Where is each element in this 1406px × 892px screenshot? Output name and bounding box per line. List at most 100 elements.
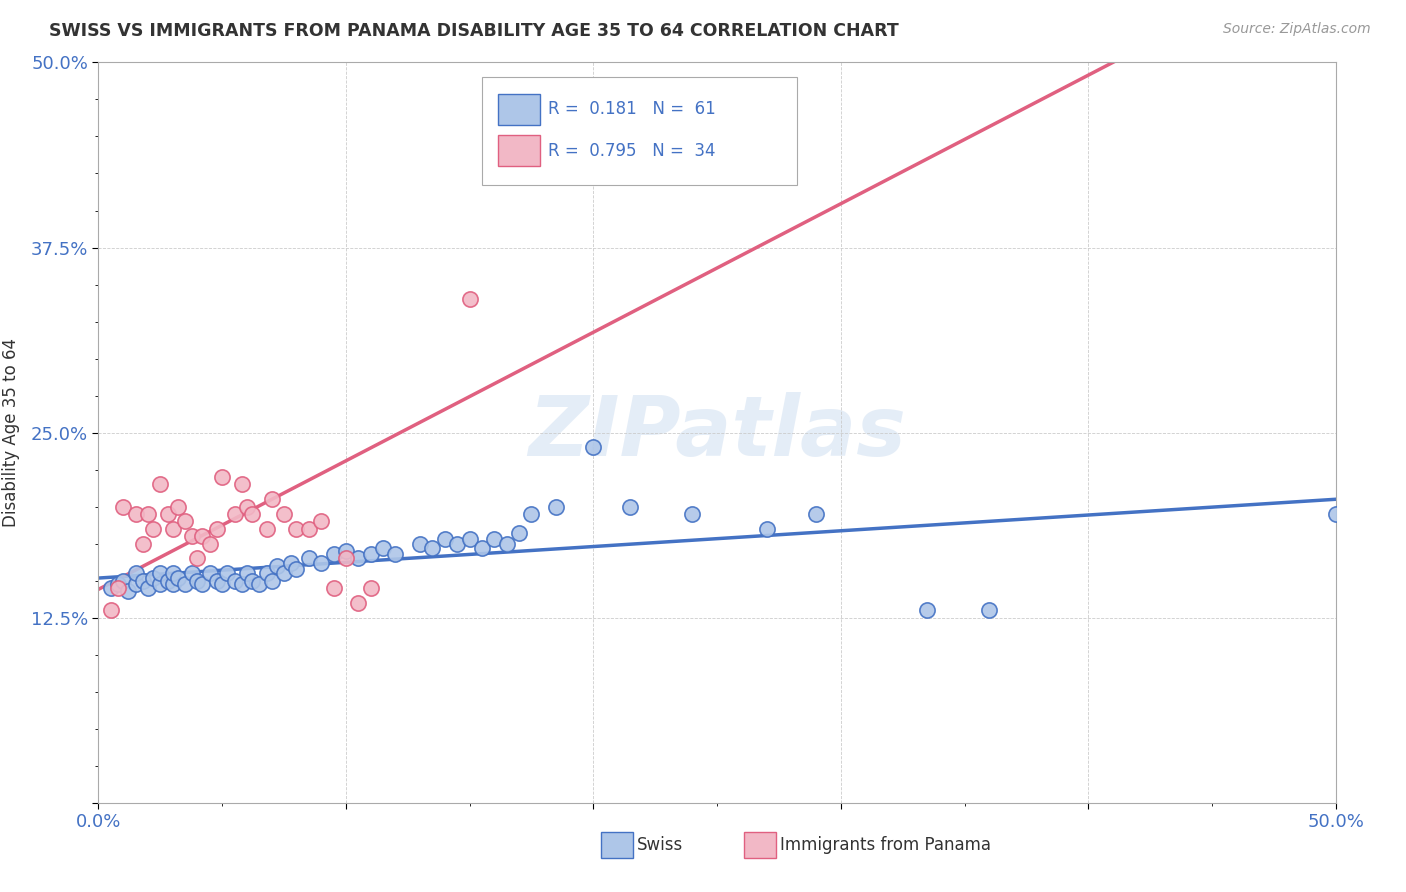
Point (1324, 507, 1347, 521)
Point (198, 536, 221, 550)
Point (107, 576, 129, 591)
Point (136, 581, 159, 595)
Point (347, 551, 370, 566)
Point (240, 507, 263, 521)
Point (280, 556, 302, 570)
FancyBboxPatch shape (482, 78, 797, 185)
Point (433, 533, 456, 547)
Point (186, 551, 208, 566)
Point (136, 507, 159, 521)
Text: ZIPatlas: ZIPatlas (529, 392, 905, 473)
Point (240, 574, 263, 588)
Point (191, 576, 214, 591)
Point (471, 541, 494, 555)
Point (755, 85, 778, 99)
Point (100, 603, 122, 617)
Point (298, 522, 321, 536)
Point (266, 558, 288, 573)
Text: SWISS VS IMMIGRANTS FROM PANAMA DISABILITY AGE 35 TO 64 CORRELATION CHART: SWISS VS IMMIGRANTS FROM PANAMA DISABILI… (49, 22, 898, 40)
Point (124, 507, 146, 521)
Point (681, 507, 703, 521)
Point (224, 507, 246, 521)
Point (217, 566, 239, 581)
Point (236, 500, 259, 514)
Point (458, 293, 481, 307)
Point (371, 541, 394, 555)
Point (256, 566, 278, 581)
Point (162, 566, 184, 581)
Point (231, 477, 253, 491)
Point (166, 500, 188, 514)
Point (582, 441, 605, 455)
FancyBboxPatch shape (744, 832, 776, 857)
Point (804, 507, 827, 521)
Point (495, 536, 517, 550)
Point (619, 500, 641, 514)
Point (285, 562, 308, 576)
Point (409, 536, 432, 550)
Point (211, 576, 233, 591)
Point (285, 522, 308, 536)
Point (174, 576, 197, 591)
Point (174, 515, 197, 529)
Point (446, 536, 468, 550)
Point (335, 551, 357, 566)
Point (384, 547, 406, 561)
Text: Swiss: Swiss (637, 836, 683, 854)
Text: R =  0.181   N =  61: R = 0.181 N = 61 (547, 100, 716, 118)
Point (162, 522, 184, 536)
Point (107, 581, 129, 595)
Point (298, 551, 321, 566)
Point (205, 522, 228, 536)
Text: Immigrants from Panama: Immigrants from Panama (780, 836, 991, 854)
Point (322, 547, 344, 561)
Text: Source: ZipAtlas.com: Source: ZipAtlas.com (1223, 22, 1371, 37)
Point (236, 566, 259, 581)
Point (112, 574, 135, 588)
Point (360, 547, 382, 561)
FancyBboxPatch shape (498, 135, 540, 166)
Point (256, 522, 278, 536)
FancyBboxPatch shape (600, 832, 633, 857)
Point (124, 566, 146, 581)
Point (181, 529, 204, 543)
Point (260, 492, 283, 507)
Point (979, 603, 1001, 617)
Point (142, 522, 165, 536)
Point (124, 576, 146, 591)
Point (322, 581, 344, 595)
Point (231, 576, 253, 591)
Point (149, 566, 172, 581)
Point (149, 576, 172, 591)
Point (205, 574, 228, 588)
Point (117, 584, 139, 599)
Point (224, 574, 246, 588)
Point (166, 571, 188, 585)
Point (186, 574, 208, 588)
Point (112, 500, 135, 514)
Point (247, 576, 270, 591)
Text: R =  0.795   N =  34: R = 0.795 N = 34 (547, 142, 716, 160)
Point (335, 544, 357, 558)
Point (508, 526, 530, 541)
Point (546, 500, 568, 514)
Point (484, 533, 506, 547)
Point (520, 507, 543, 521)
Point (422, 541, 444, 555)
Point (458, 533, 481, 547)
Point (309, 515, 332, 529)
Point (156, 507, 179, 521)
Point (156, 574, 179, 588)
Point (260, 574, 283, 588)
Point (755, 522, 778, 536)
Point (132, 536, 155, 550)
Point (181, 566, 204, 581)
Point (273, 507, 295, 521)
FancyBboxPatch shape (498, 94, 540, 125)
Point (273, 566, 295, 581)
Y-axis label: Disability Age 35 to 64: Disability Age 35 to 64 (1, 338, 20, 527)
Point (360, 581, 382, 595)
Point (917, 603, 939, 617)
Point (100, 581, 122, 595)
Point (142, 571, 165, 585)
